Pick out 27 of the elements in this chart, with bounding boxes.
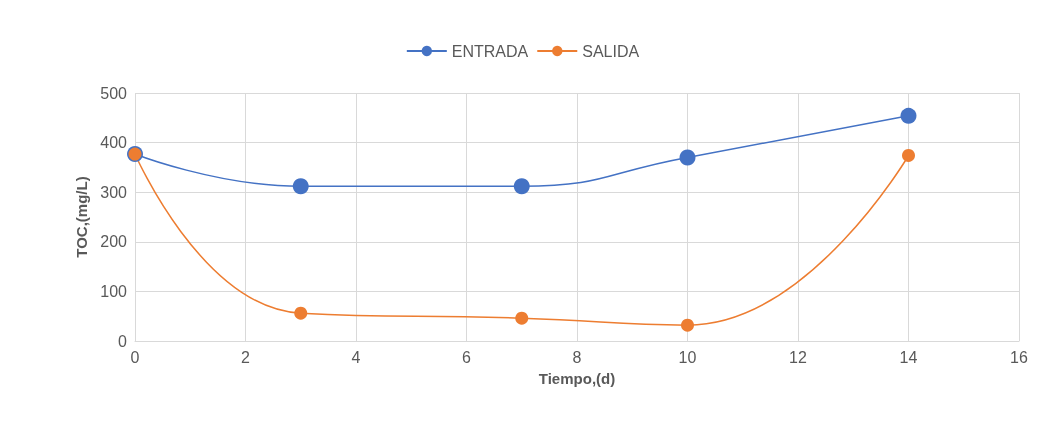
y-tick-label: 200 (100, 233, 128, 251)
x-tick-label: 0 (130, 348, 140, 366)
point (681, 318, 694, 332)
legend-label: SALIDA (582, 42, 640, 60)
y-axis-title: TOC,(mg/L) (73, 176, 91, 258)
point (900, 107, 917, 124)
x-tick-label: 12 (789, 348, 807, 366)
y-tick-label: 500 (100, 84, 128, 102)
point (515, 311, 529, 325)
x-tick-label: 6 (462, 348, 472, 366)
legend-label: ENTRADA (451, 42, 529, 60)
x-tick-label: 16 (1010, 348, 1028, 366)
point (294, 306, 308, 320)
point (292, 178, 309, 195)
point (902, 149, 915, 162)
x-tick-label: 14 (899, 348, 918, 366)
x-tick-label: 8 (572, 348, 582, 366)
y-tick-label: 0 (118, 332, 128, 350)
y-tick-label: 400 (100, 134, 128, 152)
y-tick-label: 100 (100, 282, 128, 300)
point (679, 149, 696, 166)
x-tick-label: 4 (351, 348, 361, 366)
x-axis-title: Tiempo,(d) (538, 370, 616, 387)
point (513, 178, 530, 195)
y-tick-label: 300 (100, 183, 128, 201)
x-tick-label: 10 (678, 348, 697, 366)
x-tick-label: 2 (241, 348, 251, 366)
